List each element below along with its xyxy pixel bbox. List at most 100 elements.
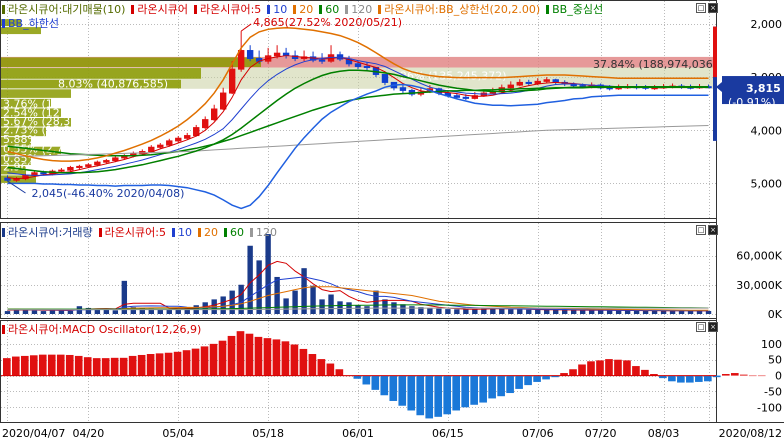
macd-bar	[695, 375, 703, 382]
price-legend-item[interactable]: BB_중심선	[546, 3, 606, 16]
volume-bar	[660, 310, 667, 314]
x-date-label: 07/06	[522, 427, 554, 440]
price-legend-item[interactable]: 120	[345, 3, 375, 16]
macd-bar	[11, 356, 20, 376]
macd-bar	[569, 369, 577, 376]
price-legend-item[interactable]: BB_하한선	[2, 17, 62, 30]
volume-legend-item[interactable]: 라온시큐어:거래량	[2, 226, 96, 239]
macd-bar	[245, 333, 254, 376]
macd-bar	[677, 375, 685, 383]
candle-body	[58, 169, 65, 172]
macd-bar	[488, 375, 496, 399]
macd-bar	[551, 375, 559, 378]
macd-bar	[128, 355, 137, 376]
panel3-close-button[interactable]: ×	[708, 322, 718, 332]
volume-bar	[121, 280, 128, 314]
candle-body	[202, 119, 209, 129]
candle-body	[103, 160, 110, 163]
macd-bar	[434, 375, 443, 417]
volume-bar	[157, 309, 163, 314]
volume-legend-item[interactable]: 20	[197, 226, 221, 239]
high-annotation: 4,865(27.52% 2020/05/21)	[253, 16, 402, 29]
macd-bar	[3, 358, 11, 376]
macd-bar	[182, 350, 191, 376]
macd-bar	[65, 354, 74, 376]
macd-bar	[614, 359, 622, 376]
volume-bar	[94, 309, 101, 314]
price-legend-item[interactable]: 라온시큐어:BB_상한선(20,2.00)	[378, 3, 543, 16]
supply-bar	[1, 79, 181, 89]
supply-label: 8.03% (40,876,585)	[58, 77, 168, 90]
price-legend-item[interactable]: 라온시큐어	[131, 3, 191, 16]
panel2-restore-button[interactable]: □	[696, 225, 706, 235]
x-date-label: 2020/08/12	[719, 427, 782, 440]
price-legend-item[interactable]: 라온시큐어:5	[193, 3, 264, 16]
volume-legend-item[interactable]: 60	[223, 226, 247, 239]
volume-legend-item[interactable]: 10	[171, 226, 195, 239]
price-legend-label: 라온시큐어:대기매물(10)	[8, 3, 126, 16]
price-legend-item[interactable]: 20	[293, 3, 316, 16]
macd-bar	[299, 348, 308, 376]
volume-bar	[355, 305, 361, 314]
low-annotation: 2,045(-46.40% 2020/04/08)	[31, 187, 184, 200]
panel3-restore-button[interactable]: □	[696, 322, 706, 332]
candle-body	[40, 172, 47, 175]
macd-bar	[137, 354, 146, 376]
candle-body	[246, 50, 254, 60]
volume-bar	[22, 309, 29, 314]
macd-bar	[650, 374, 658, 376]
macd-bar	[218, 340, 227, 376]
supply-zone	[1, 79, 715, 89]
volume-bar	[454, 309, 460, 314]
panel1-restore-button[interactable]: □	[696, 3, 706, 13]
supply-label: 0.55% (2,783,459)	[3, 142, 106, 155]
volume-tick-label: 0K	[768, 308, 783, 321]
macd-bar	[560, 373, 568, 376]
supply-label: 37.84% (188,974,036)	[593, 58, 717, 71]
low-annotation-leader	[7, 180, 26, 194]
supply-bar	[1, 137, 31, 146]
volume-legend-item[interactable]: 라온시큐어:5	[98, 226, 169, 239]
volume-bar	[319, 299, 325, 314]
supply-label: 2.54% (12,701,017)	[3, 107, 113, 120]
supply-label: 2.73% (13,959,516)	[3, 124, 113, 137]
volume-bar	[328, 294, 334, 314]
price-series-line	[7, 125, 709, 158]
x-date-label: 08/03	[648, 427, 680, 440]
macd-bar	[254, 336, 263, 376]
price-legend-item[interactable]: 라온시큐어:대기매물(10)	[2, 3, 128, 16]
panel1-close-button[interactable]: ×	[708, 3, 718, 13]
macd-bar	[209, 343, 218, 376]
volume-bar	[4, 311, 11, 314]
macd-bar	[721, 374, 730, 376]
macd-bar	[371, 375, 380, 390]
volume-bar	[130, 307, 137, 314]
macd-legend-item[interactable]: 라온시큐어:MACD Oscillator(12,26,9)	[2, 323, 204, 336]
volume-bar	[58, 310, 65, 314]
volume-legend-item[interactable]: 120	[249, 226, 280, 239]
price-legend-swatch	[131, 5, 135, 14]
price-legend-item[interactable]: 60	[319, 3, 342, 16]
panel2-close-button[interactable]: ×	[708, 225, 718, 235]
supply-bar	[1, 118, 71, 127]
candle-body	[85, 164, 92, 167]
price-legend-item[interactable]: 10	[267, 3, 290, 16]
supply-bar	[1, 19, 21, 27]
macd-bar	[173, 351, 182, 376]
volume-series-line	[7, 307, 709, 311]
macd-tick-label: 0	[775, 370, 782, 383]
volume-bar	[436, 308, 442, 314]
candle-body	[237, 50, 245, 70]
candle-body	[363, 65, 371, 69]
volume-bar	[139, 308, 145, 314]
volume-bar	[13, 308, 20, 314]
price-series-line	[7, 26, 709, 162]
candle-body	[76, 165, 83, 168]
volume-legend-swatch	[98, 228, 102, 237]
candle-body	[112, 157, 119, 162]
macd-bar	[92, 358, 101, 376]
volume-bar	[642, 310, 649, 314]
volume-bar	[571, 310, 577, 314]
volume-bar	[597, 310, 604, 314]
x-date-label: 2020/04/07	[2, 427, 65, 440]
